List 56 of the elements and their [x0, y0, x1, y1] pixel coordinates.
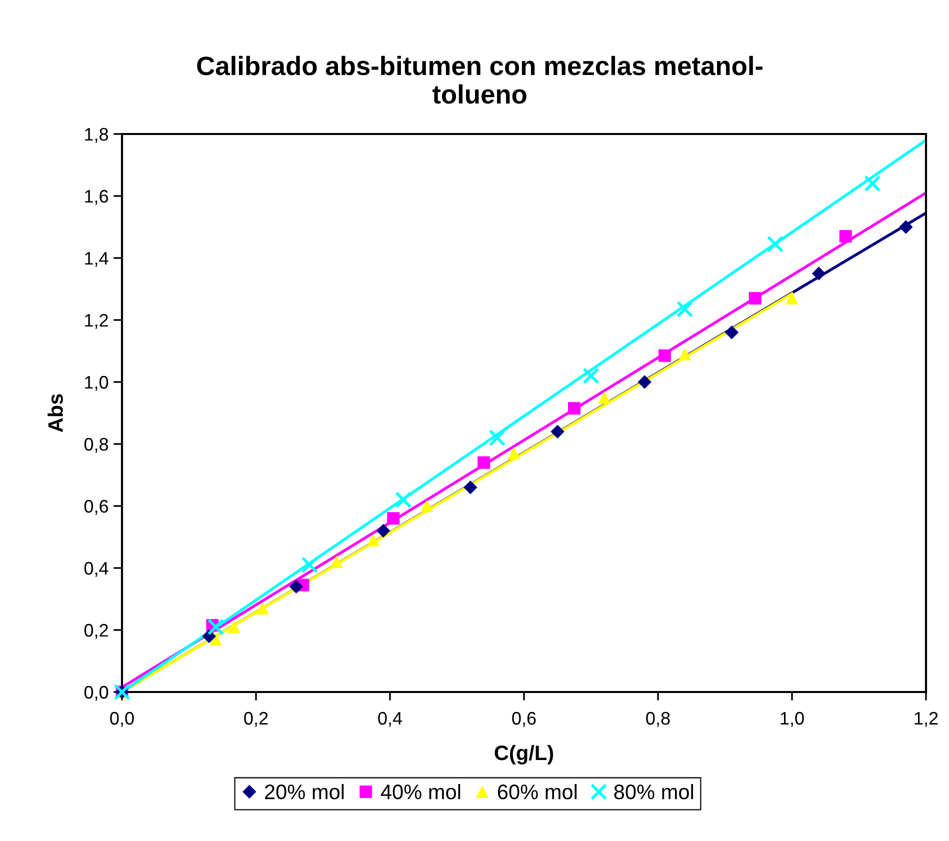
- point: [748, 292, 762, 305]
- point: [812, 266, 826, 280]
- legend-label: 60% mol: [498, 784, 577, 800]
- point: [638, 375, 652, 389]
- point: [330, 556, 343, 568]
- point: [420, 500, 434, 512]
- y-tick-label: 1,6: [85, 190, 108, 205]
- x-tick-label: 1,0: [780, 712, 804, 727]
- point: [488, 429, 506, 446]
- point: [478, 456, 490, 469]
- point: [658, 349, 671, 362]
- y-tick-label: 0,4: [84, 562, 108, 577]
- chart-title: Calibrado abs-bitumen con mezclas metanol- tolueno: [197, 56, 762, 104]
- y-tick-label: 0,6: [84, 500, 108, 515]
- x-tick-label: 0,4: [378, 712, 402, 727]
- x-tick-label: 0,8: [646, 712, 670, 727]
- x-axis-title: C(g/L): [494, 744, 554, 764]
- point: [256, 602, 269, 615]
- legend-label: 40% mol: [380, 784, 460, 800]
- point: [839, 230, 852, 243]
- x-tick-label: 0,0: [110, 712, 134, 727]
- y-tick-label: 0,8: [84, 438, 108, 453]
- point: [508, 447, 520, 460]
- point: [786, 292, 798, 305]
- y-axis-title: Abs: [48, 394, 63, 432]
- point: [387, 512, 400, 525]
- point: [550, 424, 564, 438]
- point: [210, 633, 222, 646]
- point: [301, 556, 318, 574]
- point: [766, 236, 784, 252]
- legend-label: 80% mol: [614, 784, 694, 800]
- legend-label: 20% mol: [265, 784, 344, 800]
- point: [367, 534, 380, 546]
- y-tick-label: 1,2: [85, 314, 108, 329]
- point: [376, 524, 390, 538]
- point: [289, 580, 304, 594]
- point: [724, 326, 739, 340]
- y-tick-label: 1,4: [85, 252, 108, 267]
- point: [598, 391, 611, 404]
- point: [864, 175, 881, 192]
- point: [676, 300, 694, 318]
- y-tick-label: 1,8: [85, 128, 108, 143]
- x-tick-label: 0,2: [244, 712, 268, 727]
- point: [678, 348, 692, 360]
- point: [568, 402, 580, 415]
- y-tick-label: 0,2: [84, 624, 108, 639]
- point: [228, 620, 240, 634]
- point: [582, 367, 600, 384]
- point: [207, 618, 224, 636]
- y-tick-label: 1,0: [85, 376, 108, 391]
- x-tick-label: 0,6: [512, 712, 536, 727]
- point: [395, 491, 412, 508]
- point: [899, 220, 913, 234]
- y-tick-label: 0,0: [84, 686, 108, 701]
- point: [464, 480, 478, 494]
- x-tick-label: 1,2: [914, 712, 938, 727]
